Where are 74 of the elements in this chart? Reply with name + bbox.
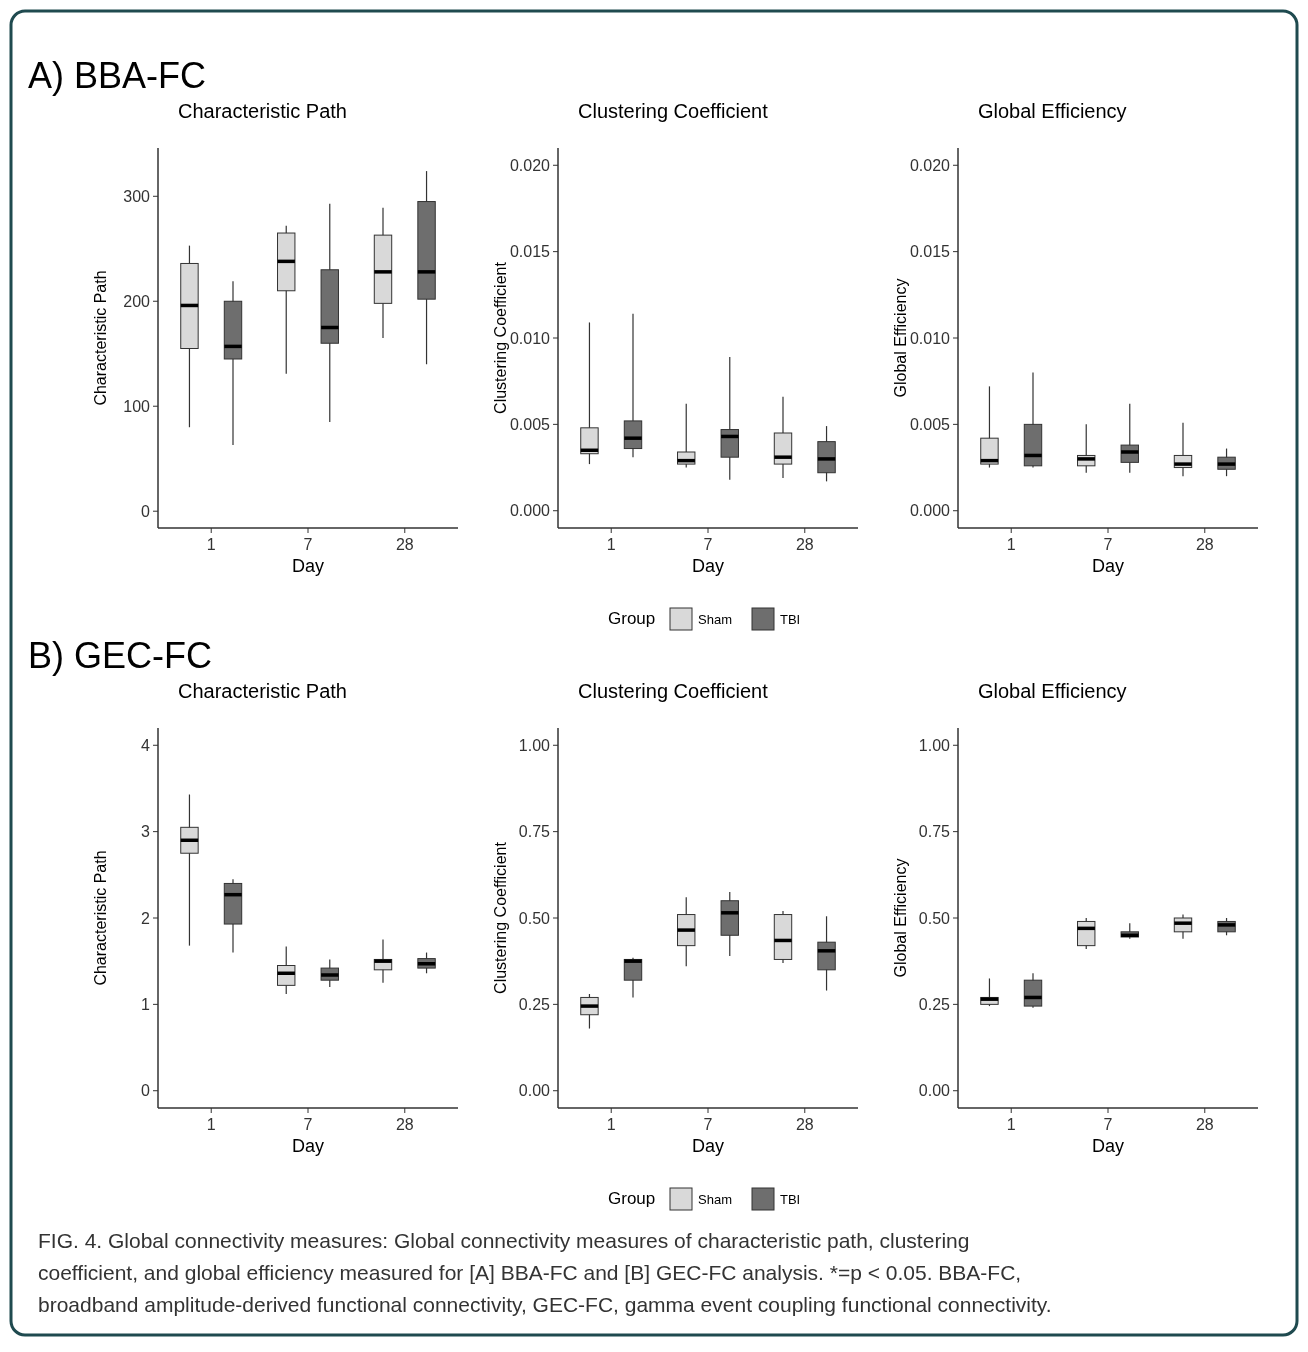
chart-title: Global Efficiency	[978, 680, 1127, 702]
legend-title: Group	[608, 1189, 656, 1208]
x-tick-label: 7	[303, 1116, 313, 1133]
x-tick-label: 1	[606, 1116, 616, 1133]
x-tick-label: 28	[795, 536, 814, 553]
legend-label: TBI	[780, 612, 801, 627]
y-axis-title: Global Efficiency	[892, 858, 909, 978]
y-tick-label: 1.00	[918, 736, 951, 754]
y-tick-label: 2	[141, 909, 151, 927]
legend-title: Group	[608, 609, 656, 628]
x-tick-label: 1	[606, 536, 616, 553]
y-tick-label: 0	[141, 502, 151, 520]
y-tick-label: 0.25	[918, 995, 951, 1013]
x-axis-title: Day	[1091, 556, 1125, 576]
y-tick-label: 1.00	[518, 736, 551, 754]
y-tick-label: 0.75	[918, 823, 951, 841]
y-tick-label: 0.50	[918, 909, 951, 927]
chart-title: Characteristic Path	[178, 100, 347, 122]
x-tick-label: 28	[1195, 1116, 1214, 1133]
x-tick-label: 1	[206, 536, 216, 553]
x-axis-title: Day	[291, 556, 325, 576]
y-tick-label: 1	[141, 995, 151, 1013]
y-tick-label: 0.020	[509, 156, 551, 174]
legend-label: Sham	[698, 612, 732, 627]
y-tick-label: 100	[123, 397, 151, 415]
y-tick-label: 0	[141, 1082, 151, 1100]
x-tick-label: 28	[1195, 536, 1214, 553]
y-tick-label: 0.75	[518, 823, 551, 841]
x-axis-title: Day	[691, 1136, 725, 1156]
y-tick-label: 0.005	[909, 415, 951, 433]
y-tick-label: 3	[141, 823, 151, 841]
x-tick-label: 28	[395, 1116, 414, 1133]
x-tick-label: 1	[206, 1116, 216, 1133]
y-tick-label: 200	[123, 292, 151, 310]
x-tick-label: 7	[703, 1116, 713, 1133]
x-axis-title: Day	[1091, 1136, 1125, 1156]
y-axis-title: Global Efficiency	[892, 278, 909, 398]
y-tick-label: 0.010	[509, 329, 551, 347]
y-tick-label: 0.005	[509, 415, 551, 433]
x-tick-label: 7	[1103, 1116, 1113, 1133]
x-axis-title: Day	[691, 556, 725, 576]
chart-subtitle: A) BBA-FC	[28, 55, 207, 96]
y-tick-label: 0.50	[518, 909, 551, 927]
x-tick-label: 7	[1103, 536, 1113, 553]
y-tick-label: 0.25	[518, 995, 551, 1013]
y-tick-label: 0.010	[909, 329, 951, 347]
y-tick-label: 0.000	[509, 502, 551, 520]
y-axis-title: Characteristic Path	[92, 850, 109, 986]
x-tick-label: 1	[1006, 1116, 1016, 1133]
y-tick-label: 0.015	[509, 243, 551, 261]
y-tick-label: 300	[123, 187, 151, 205]
y-tick-label: 0.00	[518, 1082, 551, 1100]
x-tick-label: 28	[395, 536, 414, 553]
chart-title: Characteristic Path	[178, 680, 347, 702]
y-tick-label: 0.020	[909, 156, 951, 174]
chart-title: Clustering Coefficient	[578, 680, 769, 702]
y-tick-label: 0.015	[909, 243, 951, 261]
x-axis-title: Day	[291, 1136, 325, 1156]
legend-label: TBI	[780, 1192, 801, 1207]
y-tick-label: 0.000	[909, 502, 951, 520]
chart-title: Global Efficiency	[978, 100, 1127, 122]
y-axis-title: Clustering Coefficient	[492, 261, 509, 414]
y-tick-label: 0.00	[918, 1082, 951, 1100]
y-axis-title: Characteristic Path	[92, 270, 109, 406]
chart-title: Clustering Coefficient	[578, 100, 769, 122]
caption: FIG. 4. Global connectivity measures: Global connectivity measures of characteristic path, clustering coefficient, and global efficiency measured for [A] BBA-FC and [B] GEC-FC analysis. *=p < 0.05. BBA-FC, broadband amplitude-derived functional connectivity, GEC-FC, gamma event coupling functional connectivity.	[38, 1229, 1052, 1316]
y-axis-title: Clustering Coefficient	[492, 841, 509, 994]
x-tick-label: 7	[303, 536, 313, 553]
x-tick-label: 7	[703, 536, 713, 553]
x-tick-label: 1	[1006, 536, 1016, 553]
legend-label: Sham	[698, 1192, 732, 1207]
x-tick-label: 28	[795, 1116, 814, 1133]
y-tick-label: 4	[141, 736, 151, 754]
chart-subtitle: B) GEC-FC	[28, 635, 212, 676]
